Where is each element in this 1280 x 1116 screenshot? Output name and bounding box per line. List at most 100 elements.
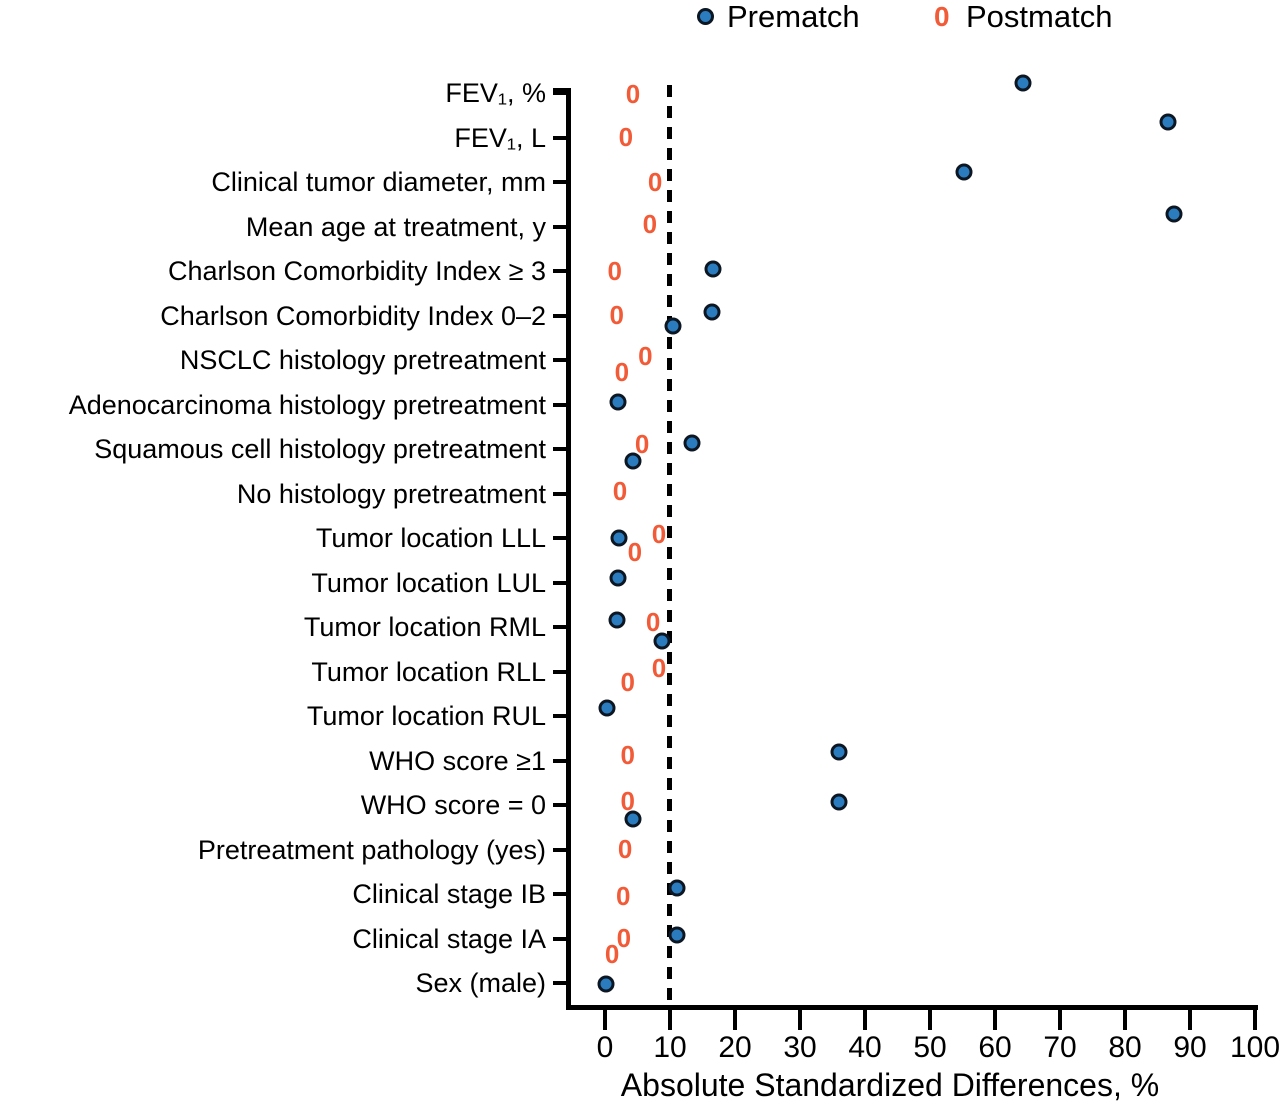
y-axis-category-label: Clinical tumor diameter, mm [211,167,546,197]
x-axis-tick [733,1009,737,1030]
x-axis-tick-label: 50 [913,1031,947,1064]
x-axis-tick [668,1009,672,1030]
x-axis-tick [1058,1009,1062,1030]
x-axis-tick [928,1009,932,1030]
x-axis-tick [1253,1009,1257,1030]
y-axis-category-label: Charlson Comorbidity Index ≥ 3 [168,256,546,286]
y-axis-tick [553,758,567,763]
postmatch-point: 0 [627,536,643,567]
prematch-point [624,452,642,469]
y-axis-tick [553,803,567,807]
postmatch-zero-icon: 0 [934,1,950,32]
y-axis-category-label: WHO score ≥1 [369,745,546,776]
x-axis-tick-label: 60 [978,1031,1012,1064]
y-axis-category-label: FEV₁, L [454,122,546,153]
prematch-point [1014,74,1032,92]
prematch-point [598,699,616,717]
y-axis-category-label: Sex (male) [415,968,546,998]
y-axis-tick [553,892,567,896]
prematch-point [704,260,722,278]
postmatch-point: 0 [607,255,622,286]
x-axis-tick-label: 90 [1173,1031,1207,1064]
y-axis-tick [553,447,567,451]
y-axis-tick [553,536,567,540]
postmatch-point: 0 [645,606,661,637]
prematch-point [955,163,973,181]
prematch-point [830,793,848,811]
postmatch-point: 0 [616,922,632,953]
reference-dashed-line [667,85,672,1005]
x-axis-tick [1188,1009,1192,1030]
y-axis-tick [553,491,567,496]
y-axis-tick [553,625,567,629]
x-axis-tick-label: 80 [1108,1031,1142,1064]
postmatch-point: 0 [612,475,628,506]
y-axis-tick [553,269,567,273]
y-axis-category-label: Tumor location RML [303,612,546,642]
y-axis-tick [553,91,567,95]
y-axis-tick [553,669,567,674]
legend-prematch-label: Prematch [727,0,860,34]
y-axis-category-label: WHO score = 0 [360,790,546,820]
prematch-point [1165,205,1183,222]
y-axis-category-label: Tumor location RUL [306,701,546,731]
prematch-point [608,611,626,629]
x-axis-title: Absolute Standardized Differences, % [620,1067,1160,1103]
x-axis-tick-label: 0 [596,1031,614,1064]
x-axis-tick [798,1009,802,1030]
y-axis-tick [553,224,567,229]
postmatch-point: 0 [604,938,620,969]
y-axis-category-label: Mean age at treatment, y [245,211,546,242]
legend-postmatch-label: Postmatch [966,0,1113,34]
y-axis-category-label: FEV₁, % [445,78,546,108]
prematch-point [609,569,627,586]
x-axis-tick [993,1009,997,1030]
y-axis-tick [553,180,567,184]
prematch-point [610,529,628,547]
postmatch-point: 0 [617,833,633,864]
x-axis-tick [603,1009,607,1030]
y-axis-category-label: No histology pretreatment [236,478,546,509]
postmatch-point: 0 [638,340,653,371]
prematch-dot-icon [697,8,714,25]
postmatch-point: 0 [651,518,667,549]
x-axis-tick-label: 100 [1229,1031,1280,1064]
y-axis-tick [553,402,567,407]
prematch-point [668,879,686,897]
prematch-point [830,743,848,760]
y-axis-tick [553,580,567,585]
y-axis-top-cap [553,88,567,93]
y-axis-line [566,88,571,1010]
y-axis-tick [553,981,567,985]
y-axis-tick [553,135,567,140]
postmatch-point: 0 [620,785,635,816]
postmatch-point: 0 [615,880,631,911]
prematch-point [703,303,721,320]
y-axis-category-label: Pretreatment pathology (yes) [197,834,546,865]
prematch-point [1159,113,1177,130]
y-axis-tick [553,313,567,318]
postmatch-point: 0 [651,652,667,683]
x-axis-tick [1123,1009,1127,1030]
x-axis-line [566,1005,1258,1010]
prematch-point [609,393,627,410]
x-axis-tick-label: 70 [1043,1031,1077,1064]
prematch-point [664,317,682,335]
prematch-point [597,975,615,993]
x-axis-tick-label: 40 [848,1031,882,1064]
postmatch-point: 0 [620,739,635,770]
x-axis-tick-label: 10 [653,1031,687,1064]
prematch-point [624,810,642,827]
y-axis-category-label: Charlson Comorbidity Index 0–2 [160,300,546,331]
y-axis-tick [553,936,567,941]
y-axis-category-label: NSCLC histology pretreatment [179,345,546,375]
prematch-point [668,926,686,943]
y-axis-category-label: Tumor location LUL [311,567,546,598]
y-axis-tick [553,358,567,362]
y-axis-category-label: Squamous cell histology pretreatment [94,434,546,464]
y-axis-category-label: Clinical stage IB [352,879,546,909]
postmatch-point: 0 [634,428,650,459]
y-axis-tick [553,714,567,718]
y-axis-tick [553,847,567,852]
